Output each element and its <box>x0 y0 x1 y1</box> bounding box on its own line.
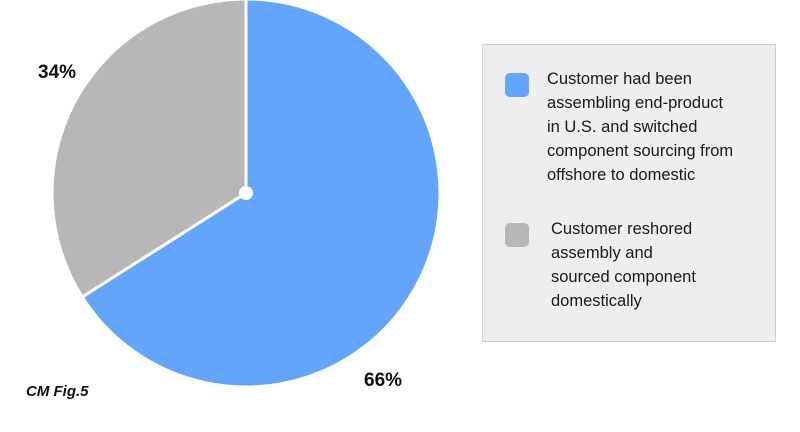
pie-chart <box>50 0 442 389</box>
legend-swatch-blue <box>505 73 529 97</box>
legend: Customer had been assembling end-product… <box>482 44 776 342</box>
legend-swatch-gray <box>505 223 529 247</box>
pie-center-dot <box>239 186 253 200</box>
figure-caption: CM Fig.5 <box>26 383 89 400</box>
slice-value-label-reshored: 34% <box>38 62 77 83</box>
pie-slices <box>50 0 442 389</box>
slice-value-label-switched-sourcing: 66% <box>364 370 403 391</box>
pie-slice-reshored <box>50 0 248 299</box>
pie-slice-switched-sourcing <box>80 0 442 389</box>
legend-label: Customer reshored assembly and sourced c… <box>551 220 696 310</box>
legend-label: Customer had been assembling end-product… <box>547 70 734 184</box>
